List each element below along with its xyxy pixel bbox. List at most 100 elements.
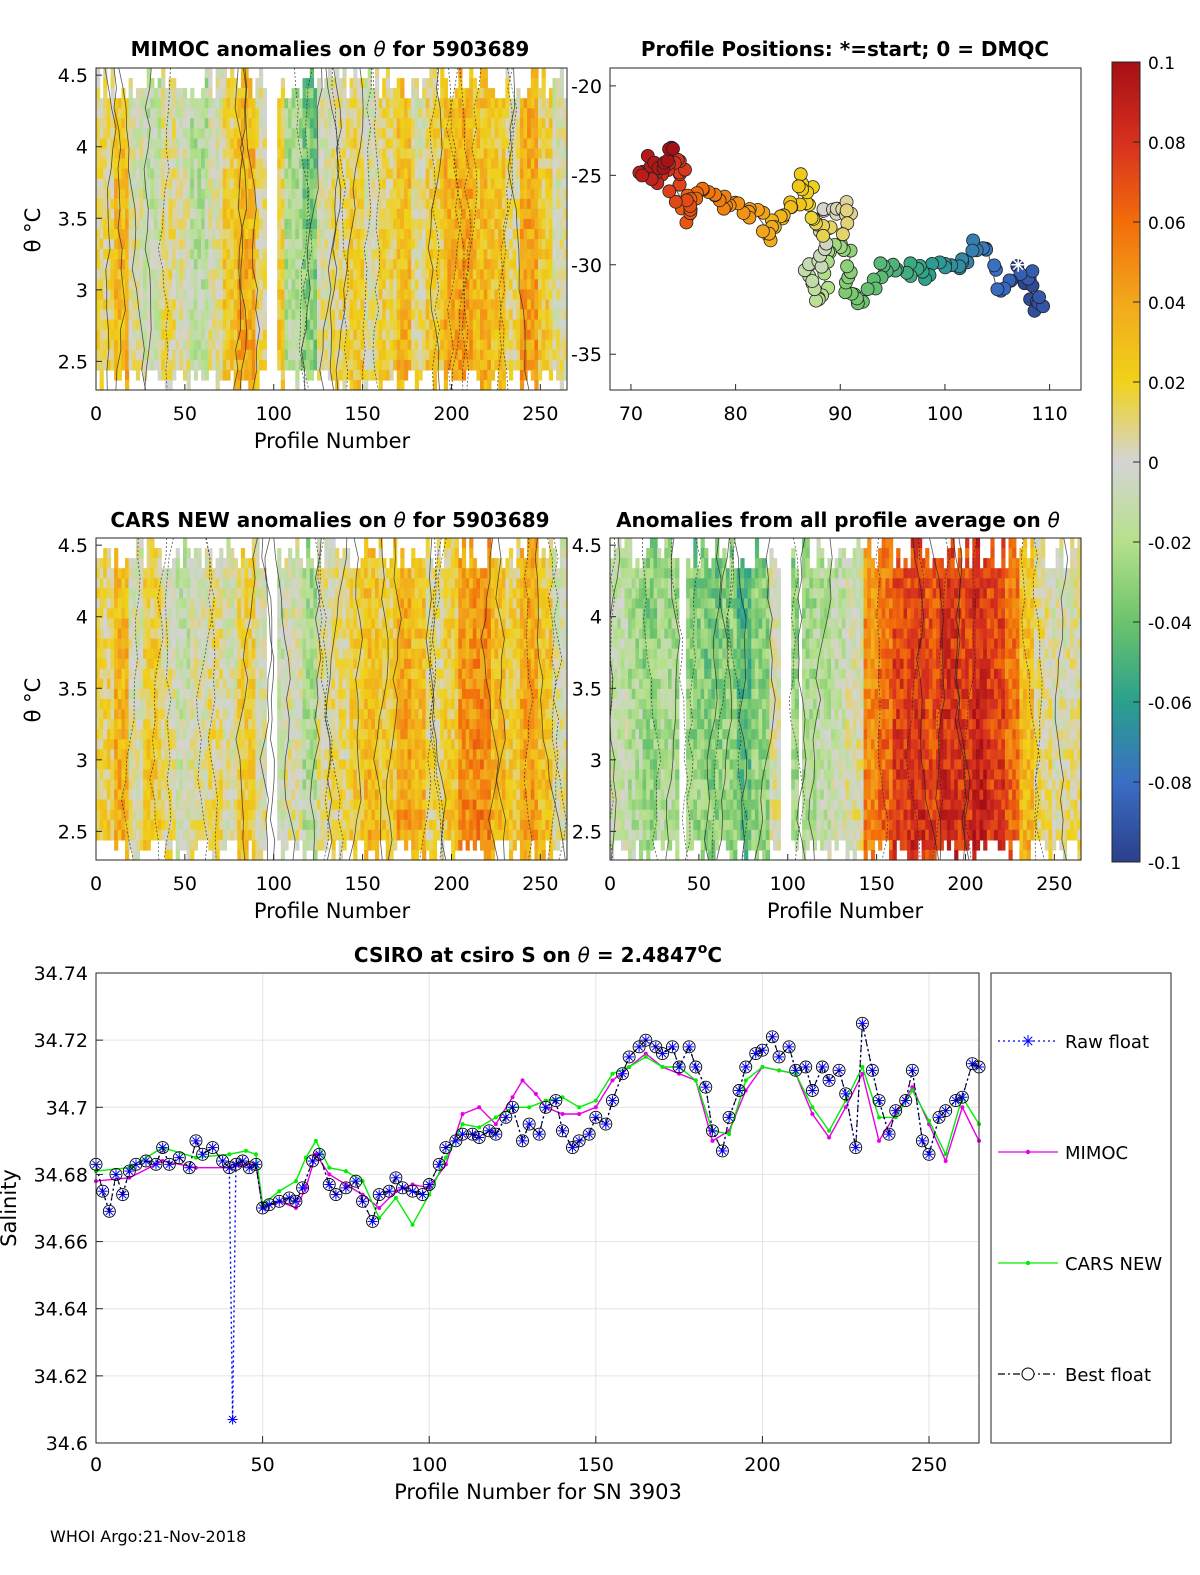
heatmap-cell <box>476 118 481 129</box>
heatmap-cell <box>240 329 246 341</box>
heatmap-cell <box>150 648 155 660</box>
heatmap-cell <box>125 118 130 129</box>
heatmap-cell <box>128 188 133 200</box>
heatmap-cell <box>172 739 177 750</box>
heatmap-cell <box>414 218 419 230</box>
heatmap-cell <box>298 359 304 371</box>
heatmap-cell <box>114 198 119 210</box>
heatmap-cell <box>143 739 148 750</box>
heatmap-cell <box>255 168 260 180</box>
heatmap-cell <box>139 108 144 119</box>
heatmap-cell <box>407 128 412 140</box>
heatmap-cell <box>400 279 405 290</box>
heatmap-cell <box>255 319 260 331</box>
heatmap-cell <box>135 729 141 740</box>
heatmap-cell <box>501 339 506 351</box>
heatmap-cell <box>331 359 336 371</box>
heatmap-cell <box>454 349 459 361</box>
heatmap-cell <box>418 128 423 140</box>
heatmap-cell <box>125 269 130 280</box>
heatmap-cell <box>353 188 358 200</box>
heatmap-cell <box>487 369 492 381</box>
heatmap-cell <box>458 349 463 361</box>
heatmap-cell <box>324 259 329 270</box>
heatmap-cell <box>193 628 198 640</box>
heatmap-cell <box>157 568 162 579</box>
contour-line <box>143 67 152 391</box>
heatmap-cell <box>197 108 202 119</box>
heatmap-cell <box>186 648 191 660</box>
heatmap-cell <box>222 359 227 371</box>
heatmap-cell <box>472 88 477 99</box>
heatmap-cell <box>125 249 130 260</box>
heatmap-cell <box>201 819 206 831</box>
heatmap-cell <box>125 339 130 351</box>
heatmap-cell <box>208 359 213 371</box>
heatmap-cell <box>400 339 405 351</box>
heatmap-cell <box>248 208 253 220</box>
heatmap-cell <box>146 729 151 740</box>
heatmap-cell <box>487 319 492 331</box>
heatmap-cell <box>375 198 380 210</box>
heatmap-cell <box>407 138 412 150</box>
heatmap-cell <box>331 299 336 311</box>
heatmap-cell <box>139 239 144 250</box>
heatmap-cell <box>190 239 195 250</box>
heatmap-cell <box>436 279 441 290</box>
heatmap-cell <box>172 729 177 740</box>
heatmap-cell <box>298 178 304 190</box>
heatmap-cell <box>371 299 376 311</box>
heatmap-cell <box>183 88 188 99</box>
heatmap-cell <box>288 158 293 170</box>
heatmap-cell <box>117 118 122 129</box>
heatmap-cell <box>541 359 546 371</box>
heatmap-cell <box>161 78 166 89</box>
heatmap-cell <box>483 78 488 89</box>
heatmap-cell <box>548 369 554 381</box>
heatmap-cell <box>534 319 539 331</box>
heatmap-cell <box>164 259 169 270</box>
heatmap-cell <box>164 349 169 361</box>
heatmap-cell <box>183 638 188 650</box>
heatmap-cell <box>204 779 209 791</box>
heatmap-cell <box>150 678 155 690</box>
heatmap-cell <box>519 128 525 140</box>
heatmap-cell <box>432 229 438 240</box>
heatmap-cell <box>338 88 343 99</box>
heatmap-cell <box>211 638 217 650</box>
heatmap-cell <box>190 349 195 361</box>
heatmap-cell <box>125 699 130 710</box>
heatmap-cell <box>190 158 195 170</box>
heatmap-cell <box>161 628 166 640</box>
heatmap-cell <box>440 98 445 109</box>
heatmap-cell <box>538 208 543 220</box>
heatmap-cell <box>472 229 477 240</box>
heatmap-cell <box>183 208 188 220</box>
heatmap-cell <box>534 188 539 200</box>
heatmap-cell <box>447 309 452 321</box>
heatmap-cell <box>512 148 517 160</box>
heatmap-cell <box>404 178 409 190</box>
heatmap-cell <box>327 239 333 250</box>
heatmap-cell <box>385 148 390 160</box>
heatmap-cell <box>563 259 568 270</box>
heatmap-cell <box>302 188 307 200</box>
heatmap-cell <box>204 309 209 321</box>
heatmap-cell <box>146 349 151 361</box>
heatmap-cell <box>222 269 227 280</box>
heatmap-cell <box>143 588 148 599</box>
colorbar-ticks: 0.10.080.060.040.020-0.02-0.04-0.06-0.08… <box>1133 54 1192 874</box>
heatmap-cell <box>114 558 119 569</box>
heatmap-cell <box>487 188 492 200</box>
heatmap-cell <box>186 198 191 210</box>
contour-line <box>244 67 261 391</box>
heatmap-cell <box>295 229 300 240</box>
heatmap-cell <box>190 719 195 730</box>
heatmap-cell <box>298 279 304 290</box>
heatmap-cell <box>516 198 521 210</box>
heatmap-cell <box>211 198 217 210</box>
heatmap-cell <box>197 349 202 361</box>
heatmap-cell <box>226 218 231 230</box>
heatmap-cell <box>240 339 246 351</box>
heatmap-cell <box>512 289 517 301</box>
